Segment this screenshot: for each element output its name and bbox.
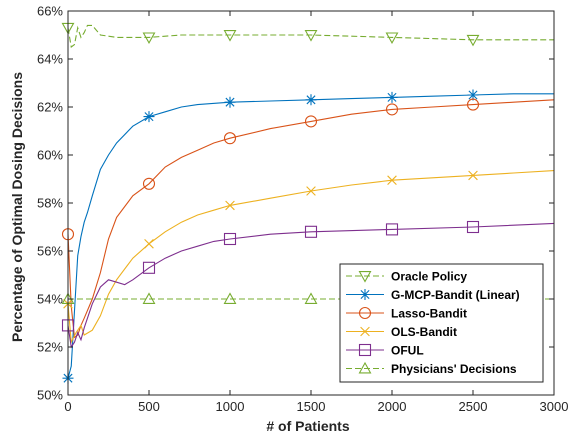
legend-marker: [358, 271, 372, 283]
y-tick-label: 58%: [37, 196, 63, 211]
legend-label: OLS-Bandit: [391, 325, 457, 339]
data-point: [304, 292, 318, 304]
series-line-oracle-policy: [68, 24, 554, 48]
y-tick-label: 60%: [37, 148, 63, 163]
legend-marker: [359, 289, 371, 300]
data-point: [143, 111, 155, 123]
x-tick-label: 2000: [378, 399, 407, 414]
x-tick-label: 3000: [540, 399, 569, 414]
legend-label: Lasso-Bandit: [391, 306, 467, 320]
data-point: [304, 30, 318, 42]
data-point: [142, 32, 156, 45]
legend-entry-g-mcp-bandit-linear: G-MCP-Bandit (Linear): [346, 288, 520, 302]
data-point: [305, 94, 317, 106]
y-tick-label: 54%: [37, 292, 63, 307]
x-tick-label: 1500: [297, 399, 326, 414]
data-point: [304, 115, 318, 128]
legend-entry-oful: OFUL: [346, 343, 424, 357]
legend-box: [339, 263, 544, 383]
data-point: [385, 103, 399, 116]
data-point: [223, 30, 237, 42]
data-point: [223, 292, 237, 304]
data-point: [304, 225, 318, 238]
data-point: [144, 239, 154, 249]
legend-marker: [358, 306, 372, 320]
data-point: [385, 223, 399, 236]
data-point: [386, 91, 398, 103]
x-tick-label: 500: [138, 399, 160, 414]
y-tick-label: 52%: [37, 340, 63, 355]
data-point: [387, 175, 397, 185]
plot-area: [61, 22, 554, 384]
series-oracle-policy: [68, 24, 554, 48]
x-axis-label: # of Patients: [266, 418, 349, 434]
series-oful: [68, 222, 554, 349]
data-point: [223, 132, 237, 145]
series-line-ols-bandit: [68, 170, 554, 345]
data-point: [466, 34, 480, 47]
x-tick-label: 2500: [459, 399, 488, 414]
y-tick-label: 62%: [37, 100, 63, 115]
x-tick-label: 1000: [216, 399, 245, 414]
legend-marker: [358, 361, 372, 374]
data-point: [142, 177, 156, 190]
legend-marker: [360, 326, 370, 337]
y-axis-label: Percentage of Optimal Dosing Decisions: [9, 72, 25, 342]
legend: Oracle Policy G-MCP-Bandit (Linear) Lasso-…: [339, 263, 544, 383]
series-markers-lasso-bandit: [61, 98, 480, 241]
legend-entry-ols-bandit: OLS-Bandit: [346, 325, 457, 339]
y-tick-label: 50%: [37, 388, 63, 403]
data-point: [142, 292, 156, 304]
data-point: [306, 186, 316, 196]
y-tick-label: 56%: [37, 244, 63, 259]
x-tick-label: 0: [64, 399, 71, 414]
legend-entry-oracle-policy: Oracle Policy: [346, 269, 467, 283]
legend-entry-physicians-decisions: Physicians' Decisions: [346, 362, 517, 376]
data-point: [467, 89, 479, 101]
series-markers-oful: [61, 220, 480, 332]
series-line-oful: [68, 222, 554, 349]
legend-label: G-MCP-Bandit (Linear): [391, 288, 520, 302]
y-tick-label: 64%: [37, 52, 63, 67]
series-ols-bandit: [68, 170, 554, 345]
axes: 0 500 1000 1500 2000 2500 3000 50% 52% 54% 56% 58% 6…: [37, 4, 568, 415]
data-point: [224, 96, 236, 108]
legend-entry-lasso-bandit: Lasso-Bandit: [346, 306, 467, 320]
data-point: [223, 232, 237, 246]
data-point: [142, 261, 156, 274]
data-point: [225, 200, 235, 211]
legend-label: OFUL: [391, 343, 424, 357]
data-point: [385, 32, 399, 45]
legend-label: Oracle Policy: [391, 269, 467, 283]
legend-label: Physicians' Decisions: [391, 362, 517, 376]
data-point: [468, 170, 478, 181]
data-point: [466, 98, 480, 111]
legend-marker: [358, 343, 372, 357]
y-tick-label: 66%: [37, 4, 63, 19]
data-point: [466, 220, 480, 234]
